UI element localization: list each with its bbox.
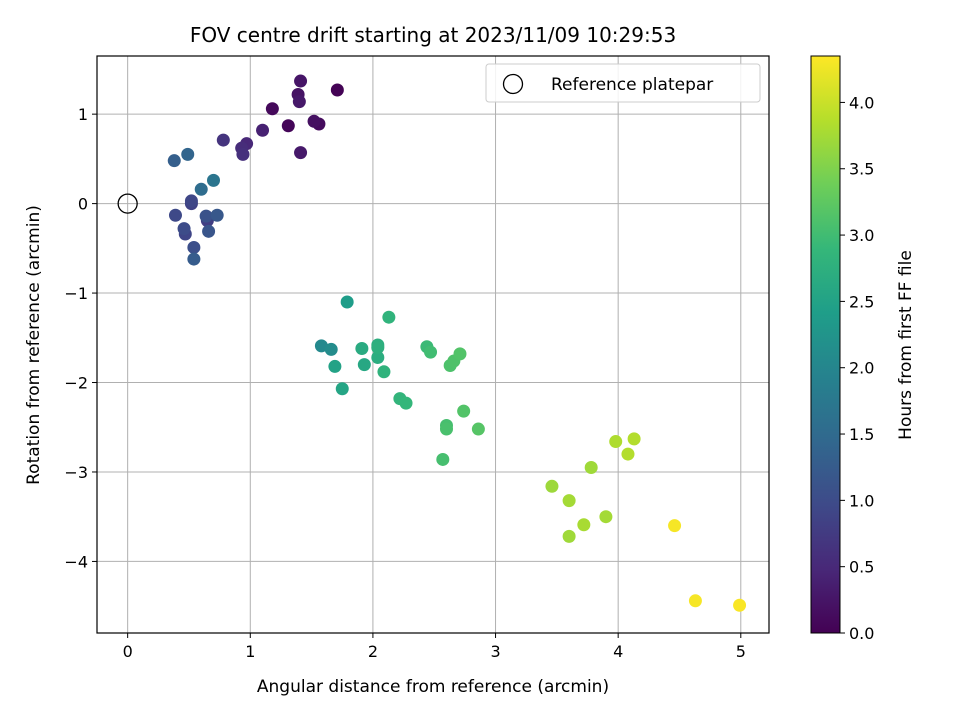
colorbar-tick-label: 3.0 (849, 226, 874, 245)
data-point (294, 74, 308, 88)
data-point (471, 422, 485, 436)
data-point (545, 479, 559, 493)
data-point (199, 209, 213, 223)
data-point (168, 208, 182, 222)
data-point (202, 224, 216, 238)
y-tick-label: 0 (78, 195, 88, 214)
data-point (194, 182, 208, 196)
data-point (371, 341, 385, 355)
data-point (177, 222, 191, 236)
data-point (688, 594, 702, 608)
legend-label: Reference platepar (551, 75, 713, 95)
data-point (256, 123, 270, 137)
y-tick-label: −4 (64, 552, 88, 571)
data-point (436, 452, 450, 466)
data-point (562, 529, 576, 543)
data-point (281, 119, 295, 133)
colorbar-tick-label: 2.0 (849, 359, 874, 378)
colorbar-tick-label: 0.5 (849, 558, 874, 577)
data-point (439, 422, 453, 436)
data-point (292, 95, 306, 109)
x-tick-label: 2 (368, 642, 378, 661)
x-axis-label: Angular distance from reference (arcmin) (257, 677, 609, 697)
data-point (340, 295, 354, 309)
colorbar-tick-label: 1.5 (849, 425, 874, 444)
data-point (184, 194, 198, 208)
colorbar-ticks: 0.0 0.5 1.0 1.5 2.0 2.5 3.0 3.5 4.0 (840, 93, 874, 643)
data-point (382, 310, 396, 324)
reference-platepar-point (117, 193, 138, 214)
x-tick-label: 0 (123, 642, 133, 661)
legend: Reference platepar (485, 63, 761, 103)
data-point (307, 114, 321, 128)
reference-layer (117, 193, 138, 214)
colorbar-tick-label: 4.0 (849, 93, 874, 112)
data-point (216, 133, 230, 147)
colorbar-label: Hours from first FF file (896, 250, 916, 440)
data-point (187, 240, 201, 254)
x-tick-label: 1 (245, 642, 255, 661)
data-point (167, 154, 181, 168)
data-points (167, 74, 747, 612)
x-axis-ticks: 0 1 2 3 4 5 (123, 633, 746, 661)
plot-frame (96, 55, 770, 634)
y-tick-label: −2 (64, 374, 88, 393)
data-point (324, 342, 338, 356)
data-point (453, 347, 467, 361)
y-tick-label: 1 (78, 105, 88, 124)
y-tick-label: −3 (64, 463, 88, 482)
colorbar-tick-label: 1.0 (849, 491, 874, 510)
colorbar: 0.0 0.5 1.0 1.5 2.0 2.5 3.0 3.5 4.0 Hours from f… (810, 55, 916, 643)
data-point (181, 147, 195, 161)
data-point (314, 339, 328, 353)
data-point (399, 396, 413, 410)
data-point (236, 147, 250, 161)
data-point (668, 519, 682, 533)
colorbar-gradient (810, 55, 841, 634)
y-axis-ticks: 1 0 −1 −2 −3 −4 (64, 105, 97, 571)
data-point (621, 447, 635, 461)
data-point (609, 435, 623, 449)
data-point (328, 359, 342, 373)
data-point (335, 382, 349, 396)
x-tick-label: 4 (613, 642, 623, 661)
data-point (210, 208, 224, 222)
data-point (562, 494, 576, 508)
data-point (265, 102, 279, 116)
data-point (599, 510, 613, 524)
x-tick-label: 3 (490, 642, 500, 661)
data-point (206, 173, 220, 187)
data-point (371, 350, 385, 364)
data-point (187, 252, 201, 266)
legend-box (485, 63, 761, 103)
colorbar-tick-label: 3.5 (849, 160, 874, 179)
data-point (577, 518, 591, 532)
data-point (330, 83, 344, 97)
data-point (627, 432, 641, 446)
data-point (424, 345, 438, 359)
colorbar-tick-label: 0.0 (849, 624, 874, 643)
data-point (377, 365, 391, 379)
x-tick-label: 5 (736, 642, 746, 661)
colorbar-tick-label: 2.5 (849, 292, 874, 311)
legend-marker-open-circle-icon (502, 73, 524, 95)
data-point (294, 146, 308, 160)
y-tick-label: −1 (64, 284, 88, 303)
y-axis-label: Rotation from reference (arcmin) (24, 205, 44, 485)
grid (97, 56, 769, 633)
data-point (457, 404, 471, 418)
chart-title: FOV centre drift starting at 2023/11/09 … (190, 23, 676, 47)
data-point (355, 342, 369, 356)
data-point (584, 461, 598, 475)
data-point (357, 358, 371, 372)
data-point (733, 598, 747, 612)
